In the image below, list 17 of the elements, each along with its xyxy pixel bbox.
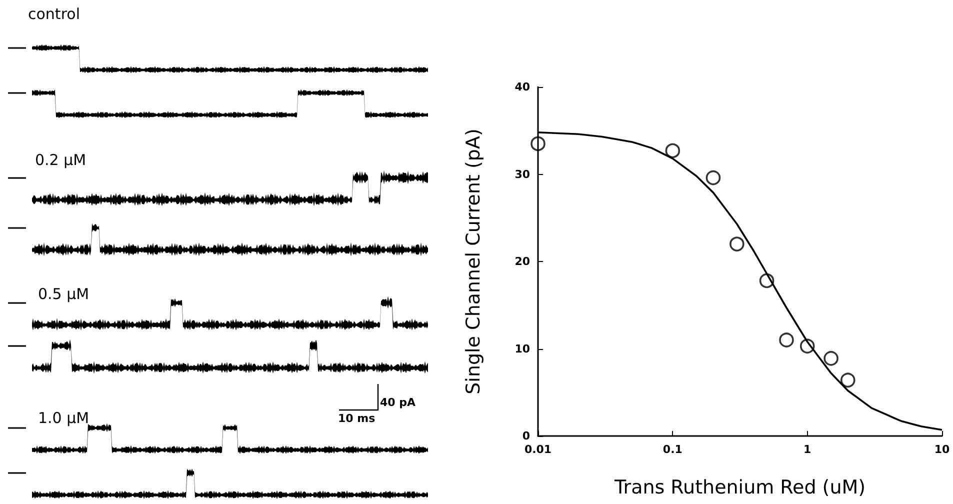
y-axis-title: Single Channel Current (pA) [462, 128, 484, 394]
y-tick-label: 30 [514, 168, 530, 181]
x-tick-label: 0.01 [524, 443, 552, 456]
x-tick-label: 1 [804, 443, 812, 456]
text: control [28, 5, 80, 23]
text: 0.5 μM [38, 285, 90, 303]
text: 1.0 μM [38, 409, 90, 427]
text: 40 pA [380, 396, 416, 409]
text: 0.2 μM [35, 151, 86, 169]
x-tick-label: 0.1 [662, 443, 682, 456]
y-tick-label: 10 [514, 342, 530, 356]
y-tick-label: 40 [514, 80, 530, 94]
x-axis-title: Trans Ruthenium Red (uM) [613, 476, 866, 498]
text: 10 ms [338, 412, 376, 425]
y-tick-label: 0 [522, 430, 530, 442]
x-tick-label: 10 [934, 443, 950, 456]
y-tick-label: 20 [514, 255, 530, 268]
